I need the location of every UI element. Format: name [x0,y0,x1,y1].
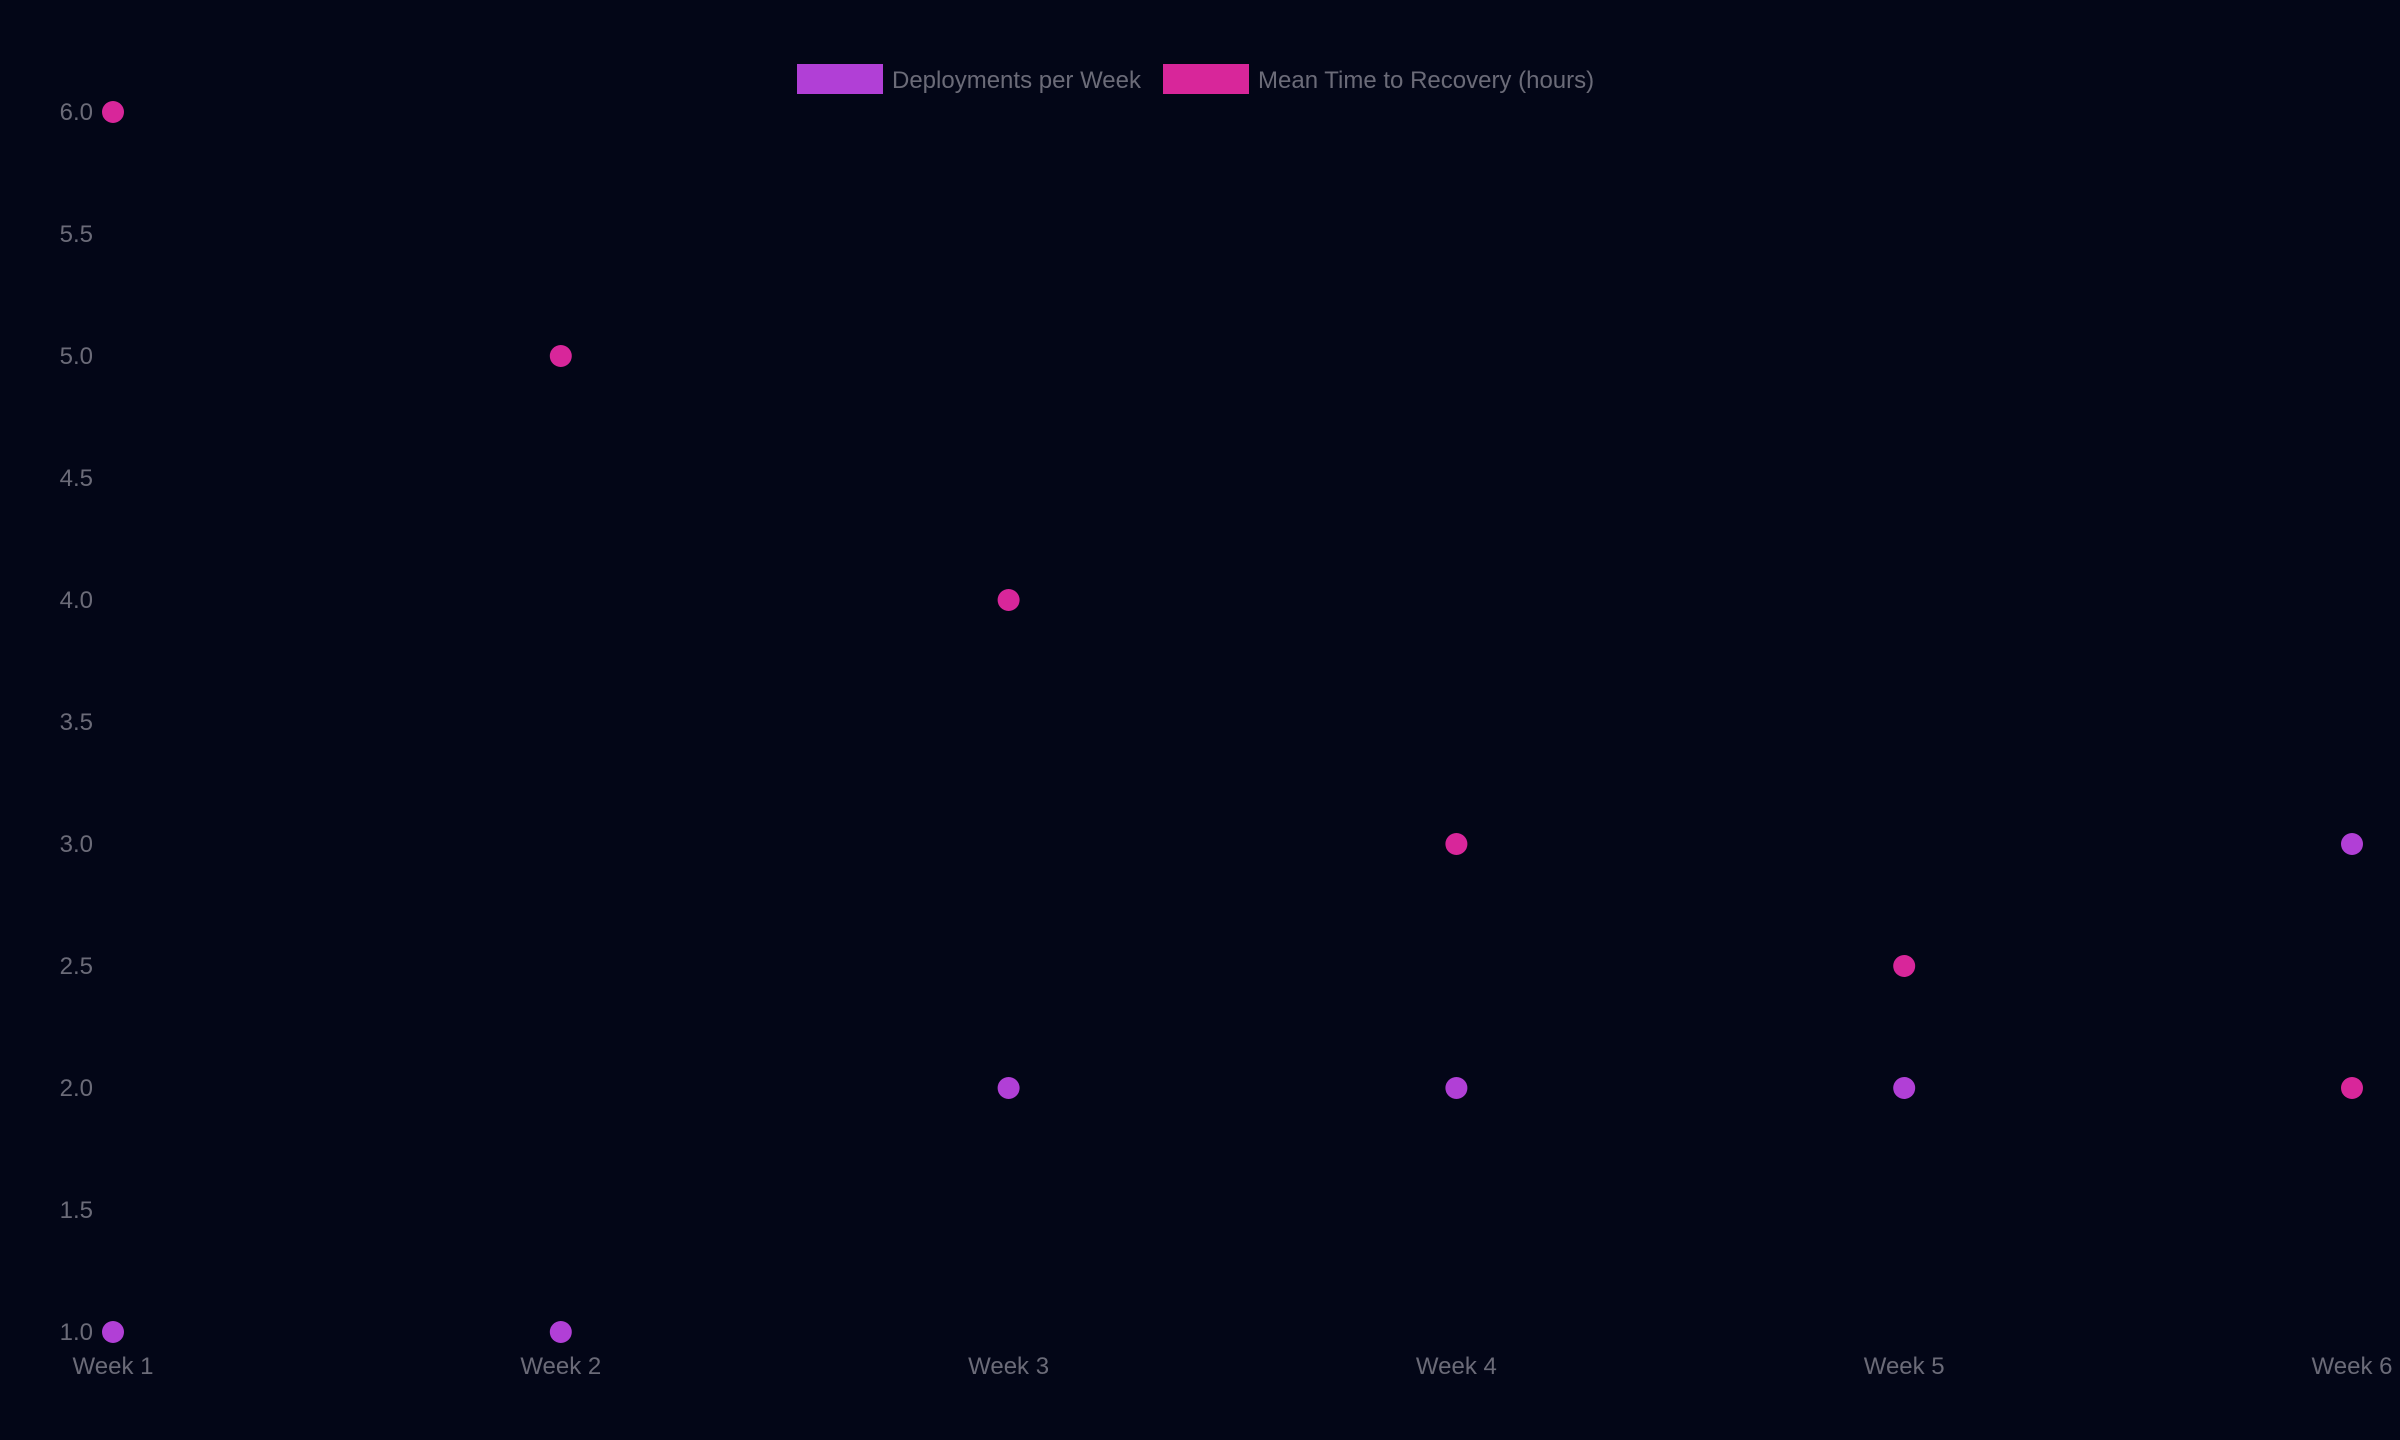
legend: Deployments per Week Mean Time to Recover… [797,64,1594,94]
data-points [102,101,2363,1343]
legend-swatch [797,64,883,94]
y-tick-label: 5.0 [60,343,93,370]
data-point[interactable] [2341,833,2363,855]
legend-swatch [1163,64,1249,94]
data-point[interactable] [997,589,1020,611]
y-tick-label: 5.5 [60,221,93,248]
legend-label: Mean Time to Recovery (hours) [1258,67,1594,94]
x-tick-label: Week 5 [1864,1353,1945,1380]
data-point[interactable] [2341,1077,2363,1099]
x-tick-label: Week 1 [73,1353,154,1380]
data-point[interactable] [997,1077,1020,1099]
data-point[interactable] [102,101,124,123]
x-tick-label: Week 3 [968,1353,1049,1380]
data-point[interactable] [549,345,572,367]
y-axis: 1.0 1.5 2.0 2.5 3.0 3.5 4.0 4.5 5.0 5.5 6.0 [60,99,93,1346]
data-point[interactable] [102,1321,124,1343]
y-tick-label: 2.5 [60,953,93,980]
y-tick-label: 4.5 [60,465,93,492]
y-tick-label: 3.0 [60,831,93,858]
data-point[interactable] [1893,955,1916,977]
data-point[interactable] [1445,833,1468,855]
y-tick-label: 1.5 [60,1197,93,1224]
x-tick-label: Week 4 [1416,1353,1497,1380]
data-point[interactable] [549,1321,572,1343]
y-tick-label: 6.0 [60,99,93,126]
y-tick-label: 4.0 [60,587,93,614]
data-point[interactable] [1445,1077,1468,1099]
legend-item[interactable]: Mean Time to Recovery (hours) [1163,64,1594,94]
x-axis: Week 1 Week 2 Week 3 Week 4 Week 5 Week 6 [73,1353,2393,1380]
y-tick-label: 3.5 [60,709,93,736]
legend-item[interactable]: Deployments per Week [797,64,1142,94]
data-point[interactable] [1893,1077,1916,1099]
y-tick-label: 2.0 [60,1075,93,1102]
x-tick-label: Week 6 [2312,1353,2393,1380]
x-tick-label: Week 2 [520,1353,601,1380]
legend-label: Deployments per Week [892,67,1142,94]
y-tick-label: 1.0 [60,1319,93,1346]
